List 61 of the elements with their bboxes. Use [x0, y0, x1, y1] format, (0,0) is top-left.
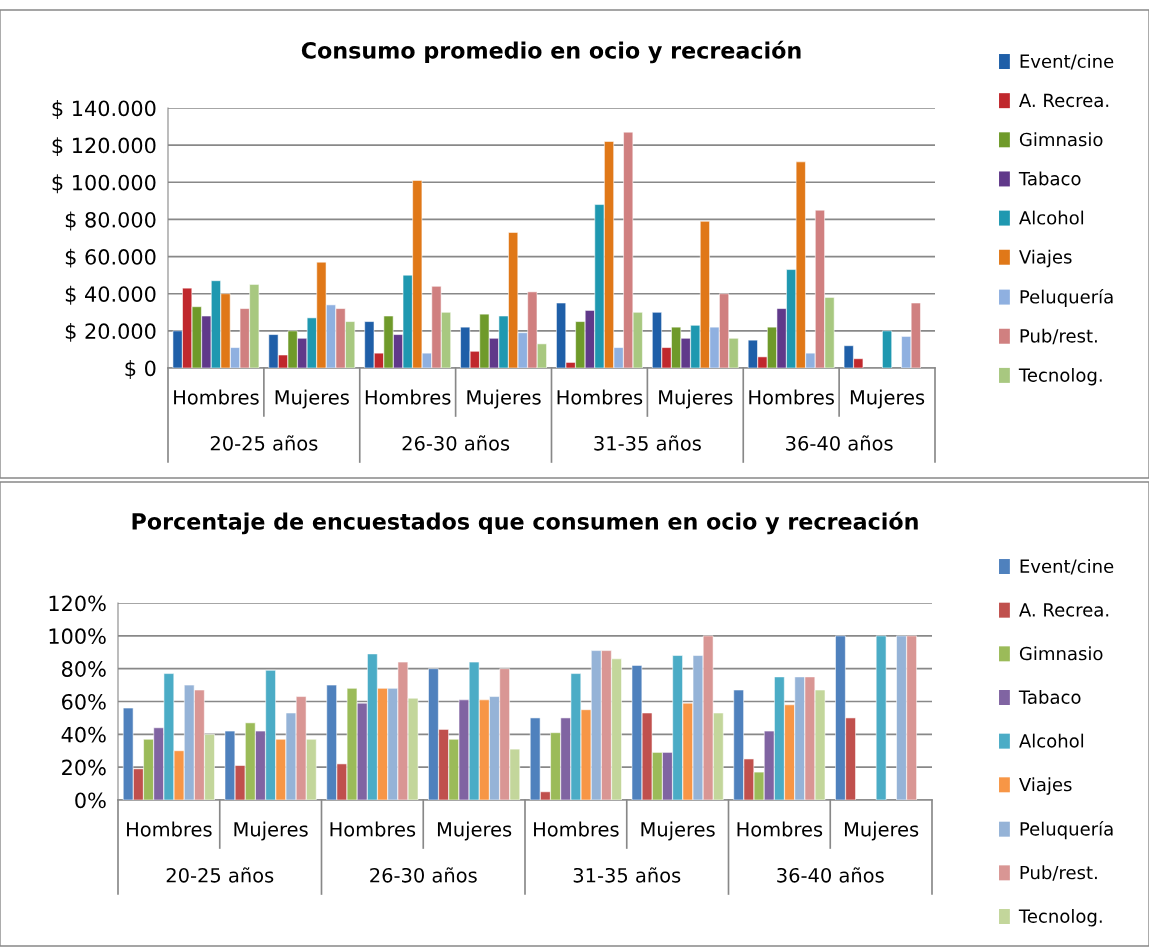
- chart-title: Consumo promedio en ocio y recreación: [301, 40, 801, 64]
- legend-label: Peluquería: [1020, 820, 1113, 840]
- legend-label: A. Recrea.: [1019, 93, 1109, 108]
- legend-label: Tecnolog.: [1018, 909, 1102, 927]
- x-tick-label: Hombres: [330, 821, 416, 837]
- legend-label: Gimnasio: [1019, 132, 1103, 147]
- text: 20-25 años: [166, 867, 274, 883]
- text: 26-30 años: [402, 435, 510, 451]
- x-tick-label: Mujeres: [275, 389, 349, 409]
- text: 36-40 años: [777, 867, 884, 883]
- y-tick-label: 120%: [49, 595, 106, 612]
- y-tick-label: $ 60.000: [65, 248, 156, 268]
- bar: [875, 635, 887, 800]
- y-tick-label: $ 80.000: [65, 211, 156, 231]
- x-tick-label: Mujeres: [844, 821, 919, 841]
- x-tick-label: Hombres: [127, 821, 212, 837]
- y-tick-label: 20%: [62, 759, 106, 776]
- legend-label: Alcohol: [1019, 733, 1084, 748]
- legend-label: Viajes: [1019, 249, 1072, 268]
- legend-label: Tecnolog.: [1018, 367, 1102, 386]
- x-tick-label: Mujeres: [641, 821, 715, 841]
- text: 31-35 años: [573, 867, 681, 883]
- y-tick-label: $ 100.000: [52, 174, 156, 194]
- legend-label: Viajes: [1019, 777, 1072, 795]
- x-tick-label: Mujeres: [850, 389, 925, 409]
- legend-label: Pub/rest.: [1020, 328, 1097, 345]
- y-tick-label: 100%: [49, 628, 106, 645]
- y-tick-label: 80%: [62, 661, 106, 677]
- text: 36-40 años: [786, 435, 893, 451]
- x-tick-label: Mujeres: [467, 389, 541, 409]
- legend-label: Alcohol: [1019, 210, 1084, 225]
- text: 26-30 años: [370, 867, 477, 883]
- x-tick-label: Hombres: [737, 821, 823, 837]
- y-tick-label: 40%: [61, 726, 106, 743]
- x-tick-label: Mujeres: [437, 821, 512, 841]
- legend-label: Tabaco: [1018, 690, 1081, 704]
- legend-label: Event/cine: [1020, 54, 1114, 70]
- chart-title: Porcentaje de encuestados que consumen en ocio y recreación: [132, 511, 918, 535]
- legend-label: Pub/rest.: [1020, 865, 1097, 881]
- y-tick-label: 60%: [62, 693, 106, 710]
- legend-label: Gimnasio: [1019, 646, 1103, 661]
- y-tick-label: $ 40.000: [65, 285, 156, 305]
- y-tick-label: $ 120.000: [52, 137, 156, 157]
- x-tick-label: Mujeres: [234, 821, 308, 841]
- x-tick-label: Hombres: [174, 389, 259, 405]
- bar: [882, 330, 892, 368]
- x-tick-label: Hombres: [534, 821, 619, 837]
- legend-label: Peluquería: [1020, 288, 1113, 308]
- text: 31-35 años: [594, 435, 701, 451]
- x-tick-label: Mujeres: [659, 389, 733, 409]
- x-tick-label: Hombres: [365, 389, 451, 405]
- legend-label: Tabaco: [1018, 171, 1081, 186]
- y-tick-label: 0%: [75, 792, 106, 809]
- legend-label: A. Recrea.: [1019, 603, 1109, 617]
- y-tick-label: $ 140.000: [52, 100, 156, 119]
- text: 20-25 años: [210, 435, 318, 451]
- y-tick-label: $ 20.000: [65, 322, 156, 342]
- legend-label: Event/cine: [1020, 559, 1114, 575]
- y-tick-label: $ 0: [125, 360, 156, 379]
- x-tick-label: Hombres: [749, 389, 834, 405]
- x-tick-label: Hombres: [557, 389, 643, 405]
